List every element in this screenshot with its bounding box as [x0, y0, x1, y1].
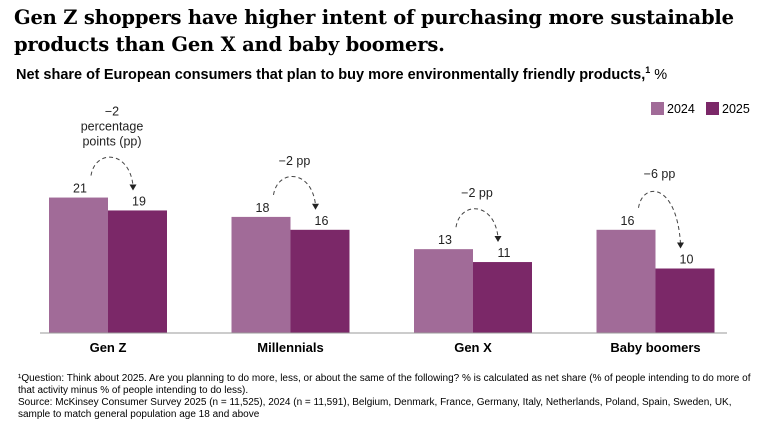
- change-arc-millennials: [273, 176, 316, 205]
- legend-label-2025: 2025: [722, 102, 750, 116]
- change-arrow-gen-z: [129, 184, 137, 191]
- value-label-gen-z-2025: 19: [132, 194, 146, 208]
- bar-baby-boomers-2025: [655, 268, 715, 333]
- value-label-millennials-2025: 16: [315, 214, 329, 228]
- change-label-gen-z-line-2: percentage: [81, 120, 144, 134]
- value-label-gen-x-2024: 13: [438, 233, 452, 247]
- value-label-gen-z-2024: 21: [73, 182, 87, 196]
- bar-millennials-2025: [290, 229, 350, 333]
- value-label-millennials-2024: 18: [256, 201, 270, 215]
- bar-millennials-2024: [231, 216, 291, 333]
- category-label-baby-boomers: Baby boomers: [610, 340, 700, 355]
- category-label-gen-z: Gen Z: [90, 340, 127, 355]
- change-arrow-gen-x: [494, 236, 502, 243]
- bar-gen-x-2024: [414, 249, 473, 333]
- change-arrow-millennials: [312, 203, 319, 210]
- chart-subtitle: Net share of European consumers that pla…: [16, 65, 766, 83]
- footnotes: ¹Question: Think about 2025. Are you pla…: [18, 373, 758, 421]
- subtitle-unit: %: [650, 66, 668, 83]
- footnote-source: Source: McKinsey Consumer Survey 2025 (n…: [18, 397, 732, 420]
- bar-gen-z-2024: [49, 197, 108, 333]
- bar-gen-z-2025: [108, 210, 167, 333]
- legend-swatch-2025: [706, 102, 719, 115]
- change-arrow-baby-boomers: [677, 242, 684, 249]
- change-arc-baby-boomers: [638, 190, 681, 244]
- subtitle-text: Net share of European consumers that pla…: [16, 66, 646, 83]
- subtitle-footnote-marker: 1: [645, 65, 651, 75]
- change-label-gen-z-line-3: points (pp): [82, 135, 141, 149]
- category-label-gen-x: Gen X: [454, 340, 492, 355]
- chart-title: Gen Z shoppers have higher intent of pur…: [14, 6, 734, 56]
- change-label-gen-x: −2 pp: [461, 186, 493, 200]
- change-label-millennials: −2 pp: [279, 154, 311, 168]
- bar-gen-x-2025: [473, 262, 532, 333]
- change-arc-gen-x: [455, 208, 499, 238]
- value-label-baby-boomers-2025: 10: [680, 253, 694, 267]
- value-label-gen-x-2025: 11: [498, 246, 511, 260]
- footnote-question: ¹Question: Think about 2025. Are you pla…: [18, 373, 751, 396]
- bar-baby-boomers-2024: [596, 229, 656, 333]
- change-label-baby-boomers: −6 pp: [644, 167, 676, 181]
- legend-item-2024: 2024: [651, 102, 695, 116]
- change-arc-gen-z: [90, 156, 134, 186]
- legend-item-2025: 2025: [706, 102, 750, 116]
- legend-swatch-2024: [651, 102, 664, 115]
- change-label-gen-z-line-1: −2: [105, 105, 119, 119]
- value-label-baby-boomers-2024: 16: [621, 214, 635, 228]
- category-label-millennials: Millennials: [257, 340, 323, 355]
- legend-label-2024: 2024: [667, 102, 695, 116]
